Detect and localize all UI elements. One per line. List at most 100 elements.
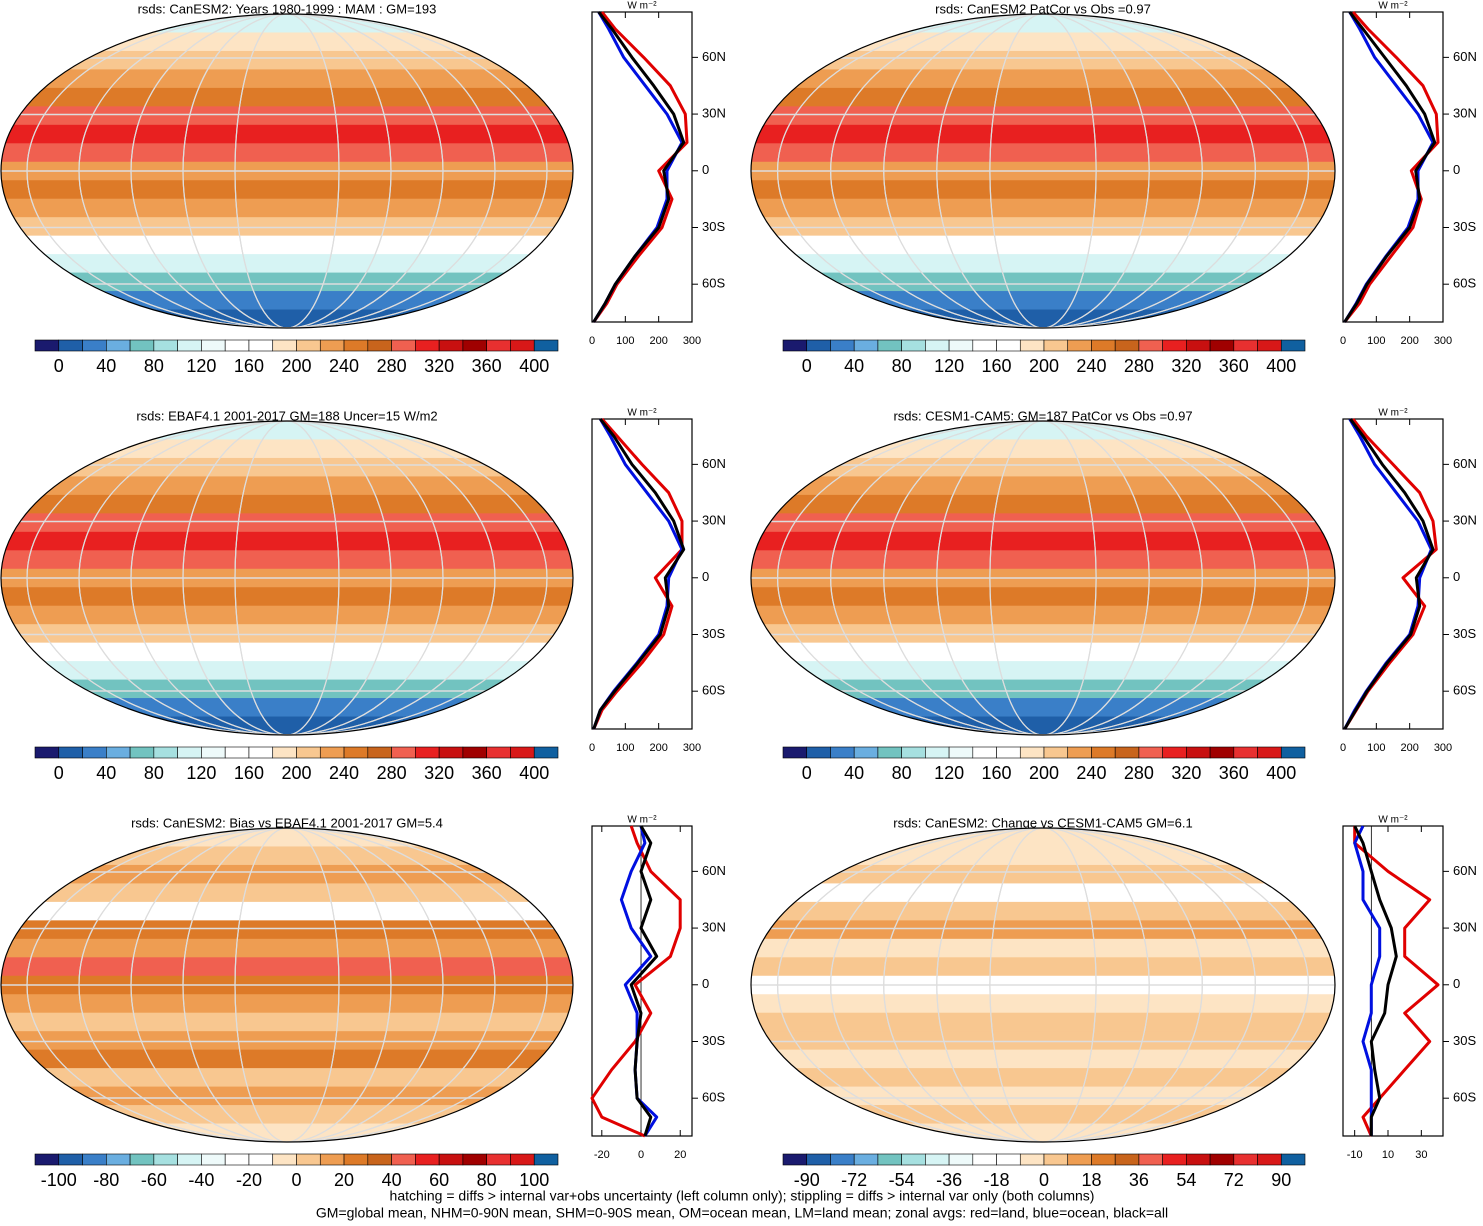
map-meridian	[130, 828, 444, 1142]
colorbar-box	[1186, 339, 1211, 352]
map-band	[1, 938, 573, 959]
colorbar-box	[343, 339, 369, 352]
x-tick-label: 200	[649, 742, 667, 754]
colorbar-box	[830, 1153, 855, 1166]
colorbar-label: 36	[1129, 1170, 1149, 1190]
colorbar-label: 280	[377, 356, 407, 376]
colorbar-box	[972, 339, 997, 352]
map-band	[751, 291, 1335, 311]
colorbar-box	[82, 339, 107, 352]
map-band	[1, 698, 573, 718]
map-band	[751, 124, 1335, 145]
map	[751, 421, 1335, 735]
colorbar-label: 100	[519, 1170, 549, 1190]
colorbar-label: 280	[1124, 763, 1154, 783]
colorbar-box	[925, 1153, 950, 1166]
colorbar-box	[296, 1153, 321, 1166]
y-tick-label: 30S	[1453, 626, 1476, 641]
y-tick-label: 30S	[702, 1033, 725, 1048]
x-tick-label: 100	[1367, 335, 1385, 347]
colorbar-box	[224, 746, 250, 759]
map-meridian	[26, 14, 548, 328]
colorbar-label: 120	[934, 763, 964, 783]
map-band	[1, 106, 573, 126]
colorbar-box	[782, 746, 808, 759]
colorbar-label: 54	[1176, 1170, 1196, 1190]
map-meridian	[989, 14, 1097, 328]
colorbar-box	[272, 1153, 297, 1166]
zonal-line	[1343, 11, 1440, 323]
colorbar-label: 40	[844, 356, 864, 376]
map-meridian	[234, 828, 340, 1142]
map-band	[751, 309, 1335, 328]
map	[1, 14, 573, 328]
map-band	[1, 642, 573, 663]
colorbar-box	[1186, 1153, 1211, 1166]
colorbar-box	[319, 1153, 345, 1166]
map-border	[0, 13, 574, 329]
colorbar-label: 280	[1124, 356, 1154, 376]
x-tick-label: 200	[1400, 335, 1418, 347]
y-tick-label: 0	[1453, 569, 1460, 584]
plot-frame	[591, 418, 693, 730]
colorbar-box	[996, 339, 1021, 352]
map-band	[751, 828, 1335, 848]
colorbar-box	[177, 339, 202, 352]
colorbar-box	[877, 746, 902, 759]
colorbar-label: 360	[472, 356, 502, 376]
colorbar-box	[972, 746, 997, 759]
y-tick-label: 30N	[1453, 920, 1477, 935]
colorbar-box	[1019, 1153, 1045, 1166]
map-band	[751, 421, 1335, 441]
colorbar-box	[224, 339, 250, 352]
y-tick-label: 60N	[702, 863, 726, 878]
colorbar-label: 90	[1271, 1170, 1291, 1190]
colorbar-label: 320	[424, 763, 454, 783]
colorbar-box	[82, 746, 107, 759]
map-band	[751, 439, 1335, 459]
colorbar-box	[1114, 746, 1140, 759]
map-band	[1, 587, 573, 607]
map-meridian	[182, 828, 392, 1142]
x-tick-label: 30	[1415, 1149, 1427, 1161]
colorbar-box	[996, 1153, 1021, 1166]
colorbar-box	[129, 339, 155, 352]
map-band	[751, 1086, 1335, 1107]
footnote: hatching = diffs > internal var+obs unce…	[390, 1188, 1095, 1204]
colorbar-box	[806, 746, 831, 759]
colorbar-box	[948, 746, 974, 759]
x-tick-label: -10	[1347, 1149, 1363, 1161]
map-band	[1, 1068, 573, 1088]
map-band	[1, 457, 573, 478]
colorbar-box	[948, 339, 974, 352]
zonal-line	[592, 418, 684, 730]
map-meridian	[989, 421, 1097, 735]
colorbar-box	[533, 1153, 559, 1166]
colorbar-label: 120	[186, 763, 216, 783]
map-meridian	[883, 828, 1203, 1142]
colorbar-box	[1138, 746, 1163, 759]
map-band	[1, 883, 573, 903]
colorbar-box	[1138, 339, 1163, 352]
colorbar-label: -60	[141, 1170, 167, 1190]
colorbar-box	[830, 339, 855, 352]
colorbar-box	[782, 1153, 808, 1166]
colorbar-box	[129, 1153, 155, 1166]
colorbar-label: 60	[429, 1170, 449, 1190]
colorbar-label: 320	[424, 356, 454, 376]
colorbar-box	[153, 1153, 178, 1166]
map-border	[750, 827, 1336, 1143]
colorbar-box	[248, 1153, 274, 1166]
map-band	[751, 272, 1335, 293]
map-meridian	[776, 14, 1310, 328]
map-meridian	[830, 14, 1256, 328]
colorbar-label: 400	[519, 356, 549, 376]
map-meridian	[234, 14, 340, 328]
plot-frame	[591, 11, 693, 323]
map-band	[751, 513, 1335, 533]
map	[1, 421, 573, 735]
colorbar-box	[1280, 339, 1306, 352]
map-meridian	[182, 14, 392, 328]
y-tick-label: 60S	[702, 1090, 725, 1105]
map-band	[1, 439, 573, 459]
